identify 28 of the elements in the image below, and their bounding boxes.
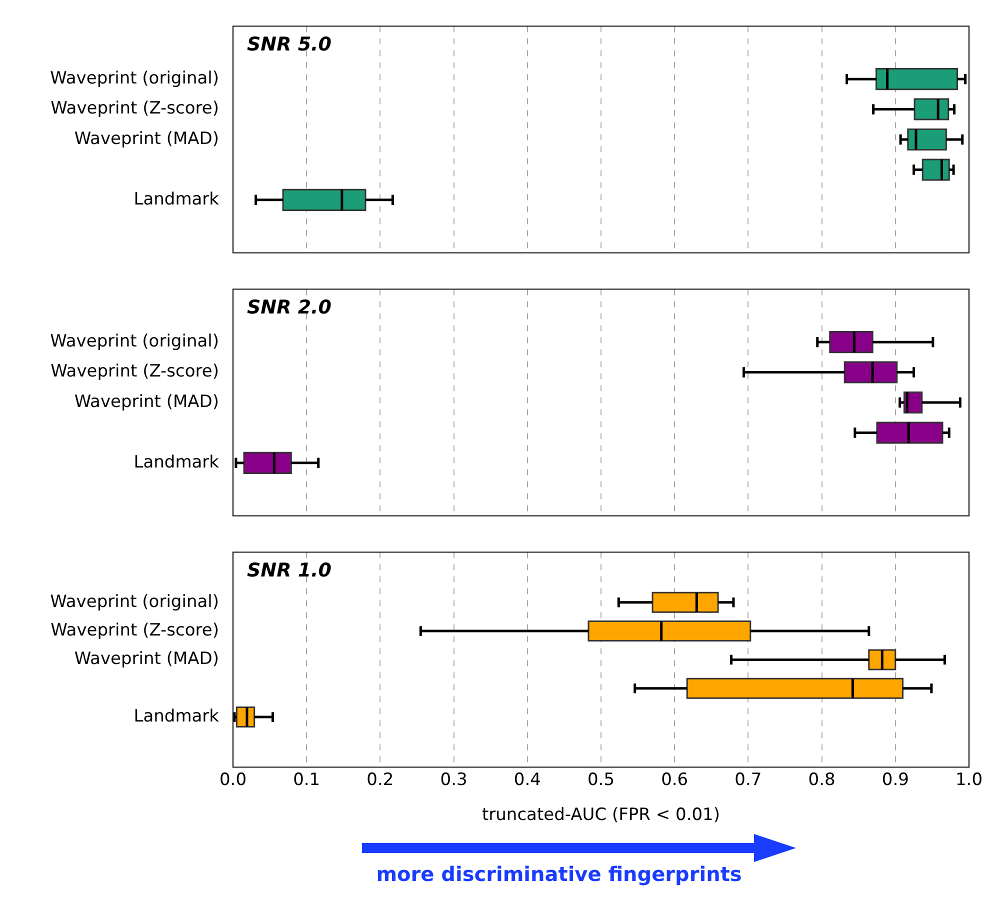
- x-tick-label: 0.9: [882, 770, 909, 790]
- x-tick-label: 0.7: [734, 770, 762, 790]
- x-tick-label: 0.5: [587, 770, 615, 790]
- y-tick-label: Waveprint (MAD): [74, 649, 219, 670]
- chart-title: SNR 2.0: [247, 296, 332, 319]
- y-tick-label: Landmark: [134, 706, 220, 726]
- y-tick-label: Waveprint (Z-score): [50, 362, 219, 382]
- x-tick-label: 0.8: [808, 770, 836, 790]
- chart-title: SNR 5.0: [247, 34, 332, 56]
- x-tick-label: 0.1: [293, 770, 320, 790]
- x-tick-label: 1.0: [955, 770, 983, 790]
- y-tick-label: Waveprint (original): [50, 68, 219, 88]
- text: more discriminative fingerprints: [375, 862, 743, 886]
- y-tick-label: Waveprint (Z-score): [50, 620, 219, 640]
- x-tick-label: 0.4: [514, 770, 541, 790]
- y-tick-label: Landmark: [134, 189, 220, 210]
- y-tick-label: Waveprint (Z-score): [50, 98, 219, 119]
- x-axis-title: truncated-AUC (FPR < 0.01): [482, 805, 720, 826]
- x-tick-label: 0.0: [219, 770, 247, 790]
- y-tick-label: Waveprint (MAD): [74, 392, 219, 412]
- chart-title: SNR 1.0: [247, 560, 332, 582]
- x-tick-label: 0.3: [440, 770, 468, 790]
- y-tick-label: Waveprint (MAD): [74, 128, 219, 149]
- x-tick-label: 0.6: [661, 770, 688, 790]
- x-tick-label: 0.2: [366, 770, 394, 790]
- y-tick-label: Waveprint (original): [50, 592, 219, 612]
- y-tick-label: Landmark: [134, 452, 220, 472]
- y-tick-label: Waveprint (original): [50, 331, 219, 352]
